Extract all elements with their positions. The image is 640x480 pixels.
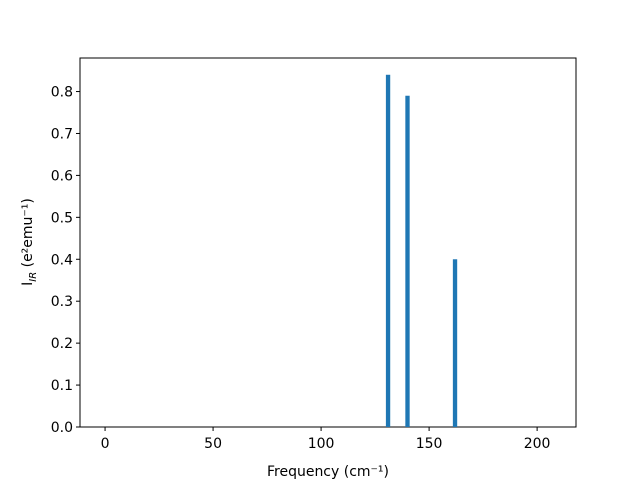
y-label-subscript: IR [28,272,39,282]
y-tick-label: 0.4 [51,252,73,268]
y-axis-label: IIR (e²emu⁻¹) [20,198,39,286]
x-tick-label: 100 [308,436,335,452]
y-tick-label: 0.2 [51,336,73,352]
x-tick-label: 0 [101,436,110,452]
plot-frame [79,57,577,428]
bar [405,95,410,427]
x-tick-label: 200 [524,436,551,452]
y-tick-label: 0.6 [51,168,73,184]
y-tick-label: 0.1 [51,378,73,394]
x-tick-label: 150 [416,436,443,452]
y-tick-label: 0.3 [51,294,73,310]
y-tick-label: 0.7 [51,126,73,142]
y-label-units: (e²emu⁻¹) [20,198,36,272]
y-tick-label: 0.0 [51,420,73,436]
x-tick-label: 50 [204,436,222,452]
y-tick-label: 0.5 [51,210,73,226]
bar [452,259,458,427]
y-label-main: I [20,282,36,286]
x-axis-label: Frequency (cm⁻¹) [267,464,389,480]
bar [385,74,391,427]
y-tick-label: 0.8 [51,85,73,101]
